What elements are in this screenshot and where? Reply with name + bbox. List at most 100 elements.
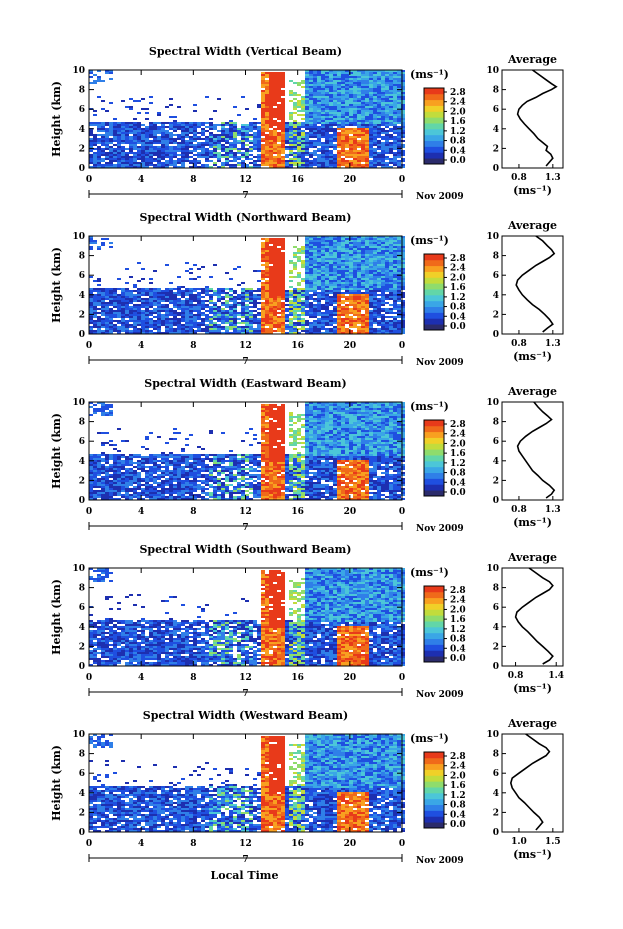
heatmap-cell — [369, 262, 373, 264]
colorbar-segment — [424, 134, 444, 142]
heatmap-cell — [113, 144, 117, 146]
heatmap-field — [89, 70, 405, 168]
heatmap-cell — [157, 318, 161, 320]
heatmap-cell — [285, 164, 289, 166]
heatmap-cell — [261, 302, 265, 304]
heatmap-cell — [361, 314, 365, 316]
heatmap-cell — [105, 134, 109, 136]
heatmap-cell — [293, 122, 297, 124]
heatmap-cell — [341, 104, 345, 106]
heatmap-cell — [93, 82, 97, 84]
heatmap-cell — [209, 132, 213, 134]
heatmap-cell — [269, 266, 273, 268]
heatmap-cell — [269, 74, 273, 76]
heatmap-cell — [389, 104, 393, 106]
heatmap-cell — [397, 146, 401, 148]
heatmap-cell — [317, 128, 321, 130]
heatmap-cell — [221, 288, 225, 290]
heatmap-cell — [281, 98, 285, 100]
heatmap-cell — [305, 276, 309, 278]
heatmap-cell — [325, 130, 329, 132]
heatmap-cell — [397, 86, 401, 88]
heatmap-cell — [321, 144, 325, 146]
heatmap-cell — [153, 136, 157, 138]
heatmap-cell — [297, 332, 301, 334]
heatmap-cell — [121, 328, 125, 330]
heatmap-cell — [381, 90, 385, 92]
heatmap-cell — [289, 272, 293, 274]
heatmap-cell — [101, 160, 105, 162]
heatmap-cell — [401, 118, 405, 120]
heatmap-cell — [321, 70, 325, 72]
heatmap-cell — [365, 82, 369, 84]
heatmap-cell — [245, 290, 249, 292]
heatmap-cell — [309, 96, 313, 98]
heatmap-cell — [201, 122, 205, 124]
heatmap-cell — [369, 248, 373, 250]
heatmap-cell — [181, 308, 185, 310]
heatmap-cell — [281, 314, 285, 316]
heatmap-cell — [213, 316, 217, 318]
heatmap-cell — [305, 256, 309, 258]
heatmap-cell — [325, 166, 329, 168]
heatmap-cell — [137, 156, 141, 158]
heatmap-cell — [269, 308, 273, 310]
heatmap-cell — [397, 126, 401, 128]
heatmap-cell — [313, 300, 317, 302]
heatmap-cell — [369, 126, 373, 128]
heatmap-cell — [273, 138, 277, 140]
heatmap-cell — [149, 162, 153, 164]
heatmap-cell — [297, 144, 301, 146]
heatmap-cell — [301, 162, 305, 164]
heatmap-cell — [241, 138, 245, 140]
heatmap-cell — [309, 326, 313, 328]
heatmap-cell — [281, 246, 285, 248]
heatmap-cell — [261, 76, 265, 78]
heatmap-cell — [245, 312, 249, 314]
heatmap-cell — [305, 74, 309, 76]
heatmap-cell — [197, 316, 201, 318]
heatmap-cell — [365, 298, 369, 300]
heatmap-cell — [205, 290, 209, 292]
heatmap-cell — [401, 98, 405, 100]
heatmap-cell — [181, 296, 185, 298]
heatmap-cell — [285, 310, 289, 312]
heatmap-cell — [285, 294, 289, 296]
heatmap-cell — [301, 304, 305, 306]
heatmap-cell — [317, 306, 321, 308]
heatmap-cell — [273, 268, 277, 270]
heatmap-cell — [173, 150, 177, 152]
heatmap-cell — [109, 146, 113, 148]
heatmap-cell — [289, 322, 293, 324]
heatmap-cell — [221, 162, 225, 164]
heatmap-cell — [269, 124, 273, 126]
heatmap-cell — [137, 126, 141, 128]
heatmap-cell — [161, 148, 165, 150]
heatmap-cell — [125, 306, 129, 308]
heatmap-cell — [213, 326, 217, 328]
heatmap-cell — [301, 122, 305, 124]
heatmap-cell — [373, 282, 377, 284]
heatmap-cell — [377, 260, 381, 262]
heatmap-cell — [273, 124, 277, 126]
heatmap-cell — [377, 268, 381, 270]
heatmap-cell — [313, 308, 317, 310]
heatmap-cell — [149, 304, 153, 306]
heatmap-cell — [393, 294, 397, 296]
heatmap-cell — [145, 166, 149, 168]
heatmap-cell — [333, 86, 337, 88]
heatmap-cell — [197, 306, 201, 308]
heatmap-cell — [393, 128, 397, 130]
heatmap-cell — [393, 84, 397, 86]
heatmap-cell — [109, 302, 113, 304]
heatmap-cell — [261, 154, 265, 156]
heatmap-cell — [313, 250, 317, 252]
heatmap-cell — [165, 324, 169, 326]
heatmap-cell — [321, 100, 325, 102]
heatmap-cell — [169, 294, 173, 296]
heatmap-cell — [281, 256, 285, 258]
heatmap-cell — [305, 306, 309, 308]
heatmap-cell — [313, 144, 317, 146]
heatmap-cell — [309, 134, 313, 136]
heatmap-cell — [309, 266, 313, 268]
